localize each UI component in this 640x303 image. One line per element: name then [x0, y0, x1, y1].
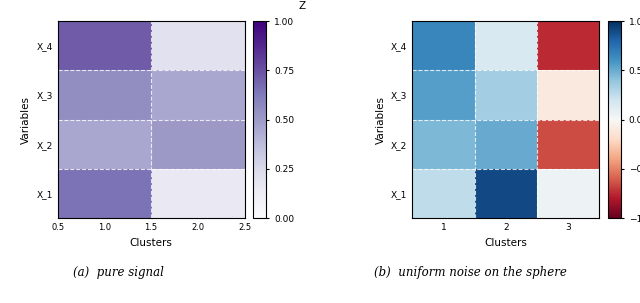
Text: (a)  pure signal: (a) pure signal — [73, 266, 164, 279]
Y-axis label: Variables: Variables — [376, 96, 385, 144]
X-axis label: Clusters: Clusters — [484, 238, 527, 248]
Text: (b)  uniform noise on the sphere: (b) uniform noise on the sphere — [374, 266, 567, 279]
Y-axis label: Variables: Variables — [21, 96, 31, 144]
Y-axis label: Z: Z — [299, 1, 306, 11]
X-axis label: Clusters: Clusters — [130, 238, 173, 248]
